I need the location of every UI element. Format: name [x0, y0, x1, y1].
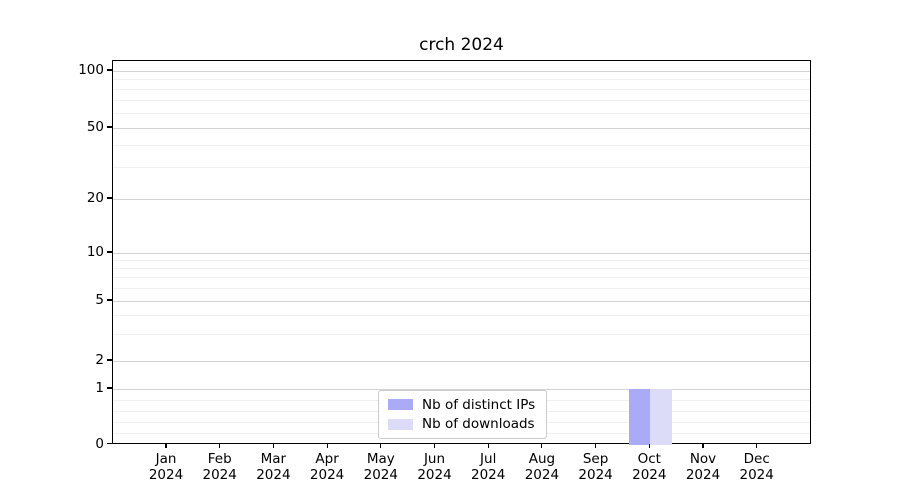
x-tick-mark: [219, 443, 221, 448]
x-tick-month: Dec: [743, 450, 770, 467]
major-gridline: [113, 388, 810, 390]
bar-nb-of-downloads: [650, 389, 672, 445]
x-tick-mark: [648, 443, 650, 448]
x-tick-year: 2024: [685, 466, 721, 483]
y-tick-mark: [107, 69, 112, 71]
x-tick-year: 2024: [632, 466, 667, 483]
x-tick-mark: [487, 443, 489, 448]
x-tick-month: Jun: [423, 450, 446, 467]
x-tick-label: Jun 2024: [399, 451, 471, 483]
x-tick-year: 2024: [578, 466, 613, 483]
x-tick-label: Jul 2024: [452, 451, 524, 483]
x-tick-label: Apr 2024: [291, 451, 363, 483]
major-gridline: [113, 360, 810, 362]
x-tick-mark: [433, 443, 436, 448]
y-tick-label: 0: [95, 435, 104, 452]
legend-swatch: [388, 418, 413, 430]
minor-gridline: [113, 167, 810, 169]
x-tick-mark: [756, 443, 758, 448]
x-tick-label: Jan 2024: [130, 451, 202, 483]
chart-title: crch 2024: [419, 35, 504, 55]
minor-gridline: [113, 112, 810, 114]
x-tick-label: Feb 2024: [184, 451, 256, 483]
x-tick-label: Aug 2024: [506, 451, 578, 483]
x-tick-label: Dec 2024: [721, 451, 793, 483]
y-tick-label: 20: [86, 190, 104, 206]
x-tick-label: Nov 2024: [667, 451, 739, 483]
x-tick-year: 2024: [309, 466, 345, 483]
x-tick-year: 2024: [363, 466, 398, 483]
major-gridline: [113, 70, 810, 72]
x-tick-label: Sep 2024: [560, 451, 632, 483]
x-tick-mark: [595, 443, 597, 448]
x-tick-label: Oct 2024: [613, 451, 685, 483]
plot-area: [112, 59, 811, 445]
legend-label: Nb of downloads: [422, 416, 535, 433]
x-tick-month: Feb: [207, 450, 232, 467]
legend-item: Nb of distinct IPs: [388, 395, 535, 415]
x-tick-month: Aug: [528, 450, 556, 467]
y-tick-label: 2: [95, 352, 104, 368]
x-tick-month: Mar: [260, 450, 287, 467]
x-tick-month: Nov: [689, 450, 717, 467]
y-tick-mark: [107, 251, 112, 253]
legend-swatch: [388, 399, 413, 411]
legend: Nb of distinct IPs Nb of downloads: [378, 390, 548, 439]
y-tick-label: 10: [86, 244, 104, 260]
x-tick-mark: [541, 443, 543, 448]
minor-gridline: [113, 277, 810, 279]
minor-gridline: [113, 88, 810, 90]
x-tick-month: Jul: [480, 450, 497, 467]
x-tick-month: May: [366, 450, 395, 467]
y-tick-mark: [107, 126, 112, 128]
x-tick-mark: [326, 443, 328, 448]
x-tick-month: Oct: [637, 450, 661, 467]
y-tick-label: 50: [86, 119, 104, 135]
x-tick-month: Jan: [155, 450, 177, 467]
x-tick-year: 2024: [524, 466, 560, 483]
minor-gridline: [113, 259, 810, 261]
x-tick-label: May 2024: [345, 451, 417, 483]
x-tick-year: 2024: [417, 466, 452, 483]
x-tick-year: 2024: [739, 466, 774, 483]
x-tick-year: 2024: [256, 466, 291, 483]
bar-nb-of-distinct-ips: [628, 389, 651, 445]
y-tick-label: 5: [95, 292, 104, 308]
y-tick-mark: [107, 299, 112, 301]
legend-item: Nb of downloads: [388, 415, 535, 435]
x-tick-month: Sep: [582, 450, 609, 467]
y-tick-mark: [107, 387, 112, 389]
minor-gridline: [113, 144, 810, 146]
minor-gridline: [113, 287, 810, 289]
minor-gridline: [113, 79, 810, 81]
major-gridline: [113, 300, 810, 302]
legend-label: Nb of distinct IPs: [422, 396, 536, 413]
minor-gridline: [113, 333, 810, 335]
x-tick-year: 2024: [148, 466, 184, 483]
minor-gridline: [113, 99, 810, 101]
y-tick-mark: [107, 197, 112, 199]
x-tick-month: Apr: [315, 450, 339, 467]
x-tick-year: 2024: [202, 466, 237, 483]
major-gridline: [113, 127, 810, 129]
x-tick-year: 2024: [471, 466, 506, 483]
y-tick-mark: [107, 442, 112, 445]
x-tick-label: Mar 2024: [237, 451, 309, 483]
y-tick-label: 100: [78, 62, 104, 78]
x-tick-mark: [702, 443, 704, 448]
minor-gridline: [113, 267, 810, 269]
y-tick-label: 1: [95, 380, 104, 396]
minor-gridline: [113, 315, 810, 317]
major-gridline: [113, 198, 810, 200]
x-tick-mark: [380, 443, 382, 448]
major-gridline: [113, 252, 810, 254]
y-tick-mark: [107, 359, 112, 361]
x-tick-mark: [272, 443, 274, 448]
x-tick-mark: [165, 443, 167, 448]
